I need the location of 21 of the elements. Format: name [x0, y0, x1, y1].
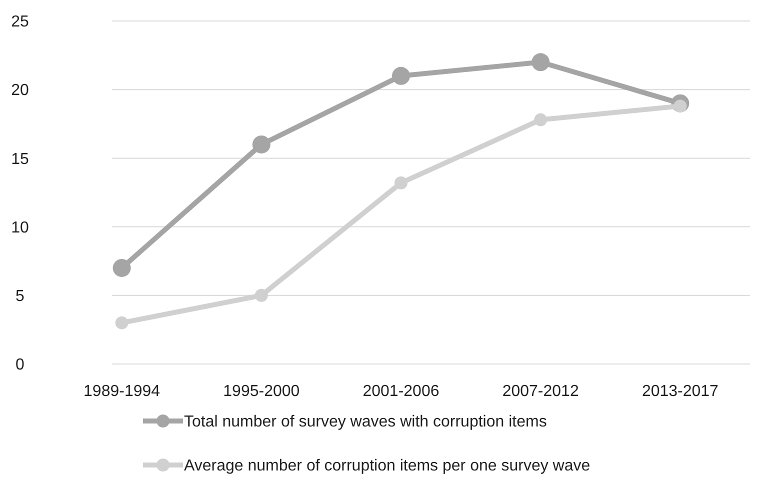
x-tick-label: 1995-2000 — [223, 383, 300, 400]
x-tick-label: 2001-2006 — [362, 383, 440, 400]
y-tick-label: 0 — [16, 356, 25, 374]
point — [254, 288, 268, 302]
y-tick-label: 15 — [11, 150, 29, 168]
point — [532, 53, 550, 72]
x-tick-label: 2013-2017 — [642, 383, 719, 400]
x-tick-label: 1989-1994 — [84, 383, 160, 400]
legend-label: Total number of survey waves with corruption items — [184, 414, 547, 431]
point — [394, 176, 408, 190]
x-tick-label: 2007-2012 — [502, 383, 579, 400]
point — [392, 66, 410, 85]
y-tick-label: 10 — [11, 219, 29, 236]
point — [252, 135, 270, 154]
point — [112, 258, 131, 277]
y-tick-label: 20 — [11, 82, 29, 100]
point — [534, 113, 548, 126]
y-tick-label: 5 — [16, 288, 25, 305]
legend-label: Average number of corruption items per one survey wave — [184, 458, 590, 475]
y-tick-label: 25 — [11, 14, 29, 31]
point — [115, 316, 128, 330]
